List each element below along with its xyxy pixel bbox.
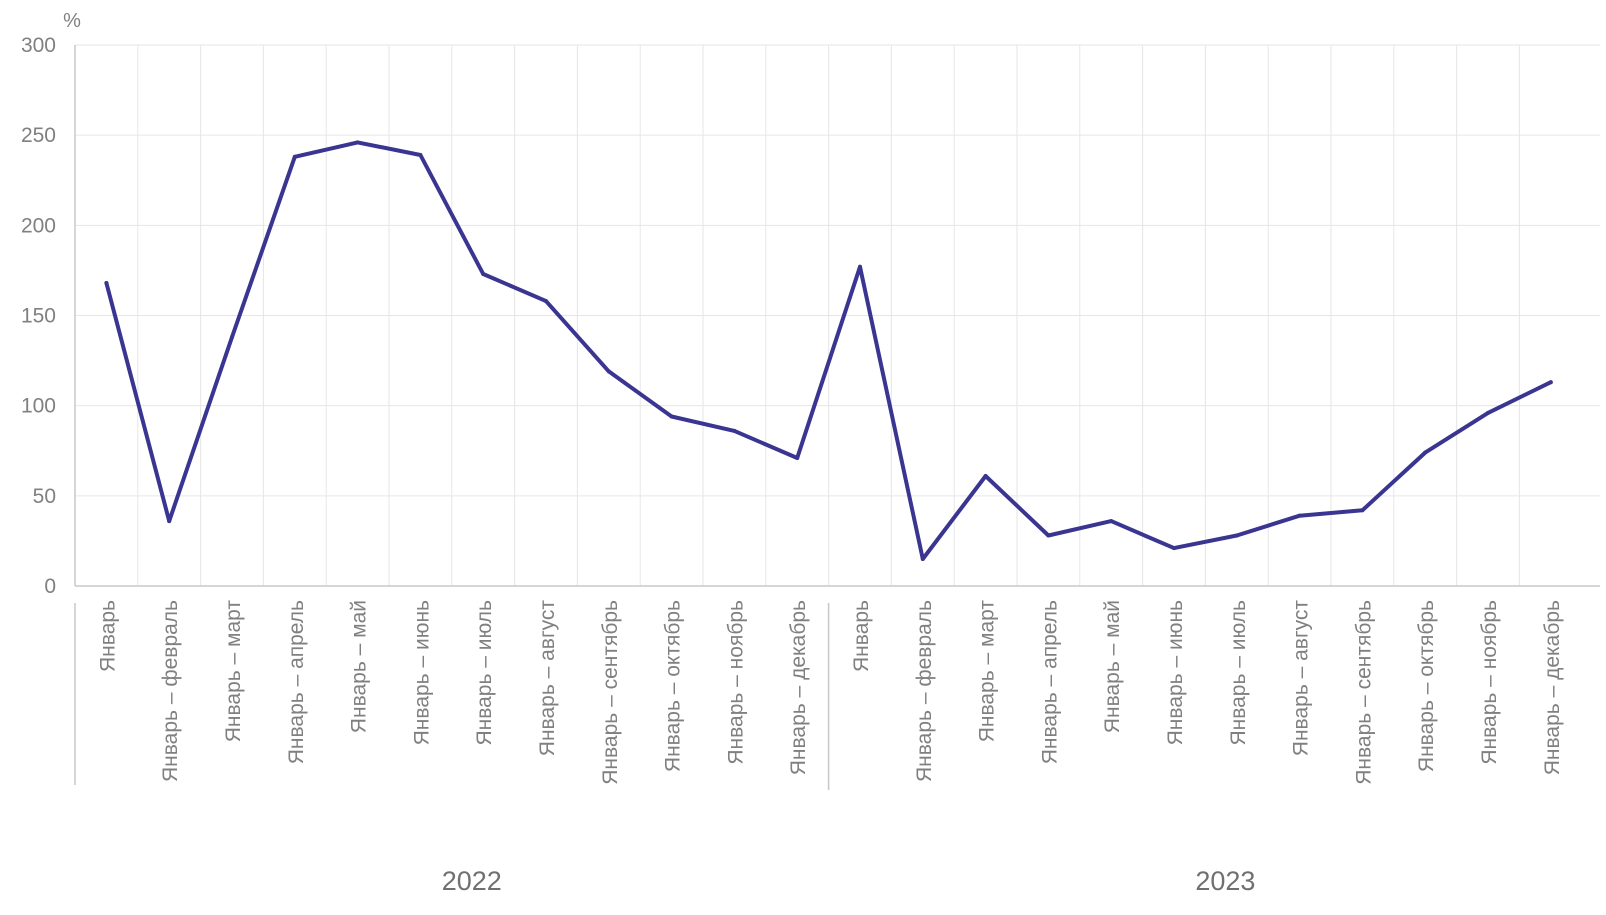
data-point — [104, 281, 109, 286]
data-point — [795, 455, 800, 460]
y-axis-unit: % — [63, 10, 81, 32]
series-line — [104, 140, 1553, 561]
year-label: 2022 — [442, 866, 502, 896]
data-point — [292, 154, 297, 159]
x-tick-label: Январь – июнь — [1164, 600, 1187, 745]
y-tick-label: 100 — [21, 395, 56, 418]
year-labels: 2022 2023 — [442, 866, 1256, 896]
data-point — [669, 414, 674, 419]
data-point — [167, 519, 172, 524]
data-point — [732, 428, 737, 433]
year-label: 2023 — [1195, 866, 1255, 896]
data-point — [418, 153, 423, 158]
x-tick-label: Январь — [850, 600, 873, 672]
x-tick-label: Январь – май — [1101, 600, 1124, 733]
x-tick-label: Январь – ноябрь — [724, 600, 747, 765]
data-point — [1423, 450, 1428, 455]
x-axis-ticks: Январь Январь – февраль Январь – март Январ… — [96, 600, 1563, 785]
data-point — [1046, 533, 1051, 538]
x-tick-label: Январь — [96, 600, 119, 672]
x-tick-label: Январь – август — [536, 600, 559, 757]
data-point — [1297, 513, 1302, 518]
data-point — [858, 264, 862, 269]
x-tick-label: Январь – апрель — [1038, 600, 1061, 764]
x-tick-label: Январь – март — [222, 600, 245, 743]
data-point — [544, 299, 548, 304]
y-tick-label: 150 — [21, 305, 56, 328]
y-tick-label: 200 — [21, 214, 56, 237]
x-tick-label: Январь – июль — [473, 600, 496, 746]
y-axis-ticks: 0 50 100 150 200 250 300 — [21, 34, 56, 598]
x-tick-label: Январь – июнь — [410, 600, 433, 745]
x-tick-label: Январь – октябрь — [662, 600, 685, 772]
x-tick-label: Январь – декабрь — [787, 600, 810, 775]
y-tick-label: 300 — [21, 34, 56, 57]
data-point — [1172, 546, 1176, 551]
x-tick-label: Январь – август — [1290, 600, 1313, 757]
x-tick-label: Январь – февраль — [159, 600, 182, 782]
data-point — [1548, 380, 1553, 385]
x-tick-label: Январь – сентябрь — [599, 600, 622, 785]
axes — [74, 45, 1600, 790]
data-point — [230, 335, 234, 340]
x-tick-label: Январь – февраль — [913, 600, 936, 782]
data-point — [1109, 519, 1114, 524]
x-tick-label: Январь – ноябрь — [1478, 600, 1501, 765]
x-tick-label: Январь – июль — [1227, 600, 1250, 746]
x-tick-label: Январь – апрель — [285, 600, 308, 764]
data-point — [983, 473, 988, 478]
series — [104, 140, 1553, 561]
data-point — [1360, 508, 1365, 513]
y-tick-label: 50 — [33, 485, 56, 508]
x-tick-label: Январь – октябрь — [1415, 600, 1438, 772]
data-point — [481, 272, 486, 277]
y-tick-label: 250 — [21, 124, 56, 147]
grid — [75, 44, 1600, 586]
x-tick-label: Январь – декабрь — [1541, 600, 1564, 775]
y-tick-label: 0 — [44, 575, 56, 598]
data-point — [606, 369, 611, 374]
x-tick-label: Январь – март — [976, 600, 999, 743]
data-point — [355, 140, 360, 145]
data-point — [920, 556, 925, 561]
x-tick-label: Январь – сентябрь — [1352, 600, 1375, 785]
data-point — [1486, 410, 1490, 415]
x-tick-label: Январь – май — [348, 600, 371, 733]
data-point — [1234, 533, 1239, 538]
